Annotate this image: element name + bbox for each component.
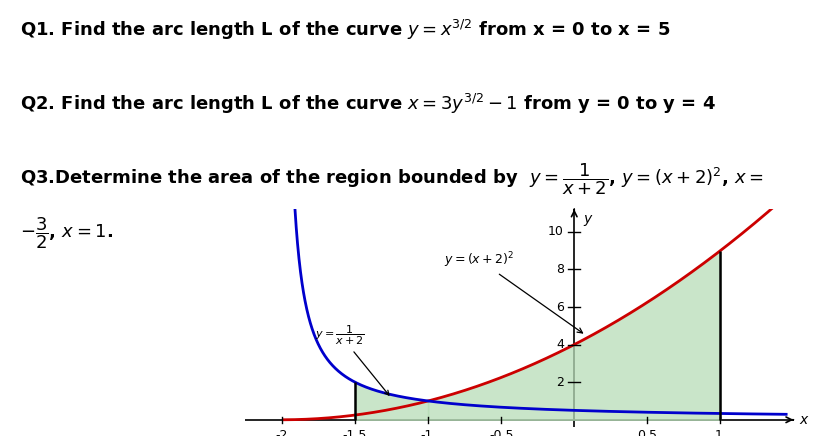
Text: $-\dfrac{3}{2}$, $x = 1$.: $-\dfrac{3}{2}$, $x = 1$. <box>20 216 114 252</box>
Text: 4: 4 <box>556 338 564 351</box>
Text: Q1. Find the arc length L of the curve $y = x^{3/2}$ from x = 0 to x = 5: Q1. Find the arc length L of the curve $… <box>20 17 671 41</box>
Text: -2: -2 <box>276 429 288 436</box>
Text: Q3.Determine the area of the region bounded by  $y = \dfrac{1}{x+2}$, $y = (x+2): Q3.Determine the area of the region boun… <box>20 161 764 197</box>
Text: $x$: $x$ <box>799 413 810 427</box>
Text: $y$: $y$ <box>583 213 594 228</box>
Text: -1.: -1. <box>420 429 436 436</box>
Text: -0.5: -0.5 <box>489 429 514 436</box>
Text: -1.5: -1.5 <box>343 429 367 436</box>
Text: $y=(x+2)^2$: $y=(x+2)^2$ <box>444 250 582 333</box>
Text: $y = \dfrac{1}{x+2}$: $y = \dfrac{1}{x+2}$ <box>316 324 389 395</box>
Text: 6: 6 <box>556 300 564 313</box>
Text: 10: 10 <box>548 225 564 238</box>
Text: 2: 2 <box>556 376 564 388</box>
Text: 0.5: 0.5 <box>637 429 658 436</box>
Text: 8: 8 <box>556 263 564 276</box>
Text: 1.: 1. <box>714 429 726 436</box>
Text: Q2. Find the arc length L of the curve $x = 3y^{3/2} - 1$ from y = 0 to y = 4: Q2. Find the arc length L of the curve $… <box>20 92 717 116</box>
